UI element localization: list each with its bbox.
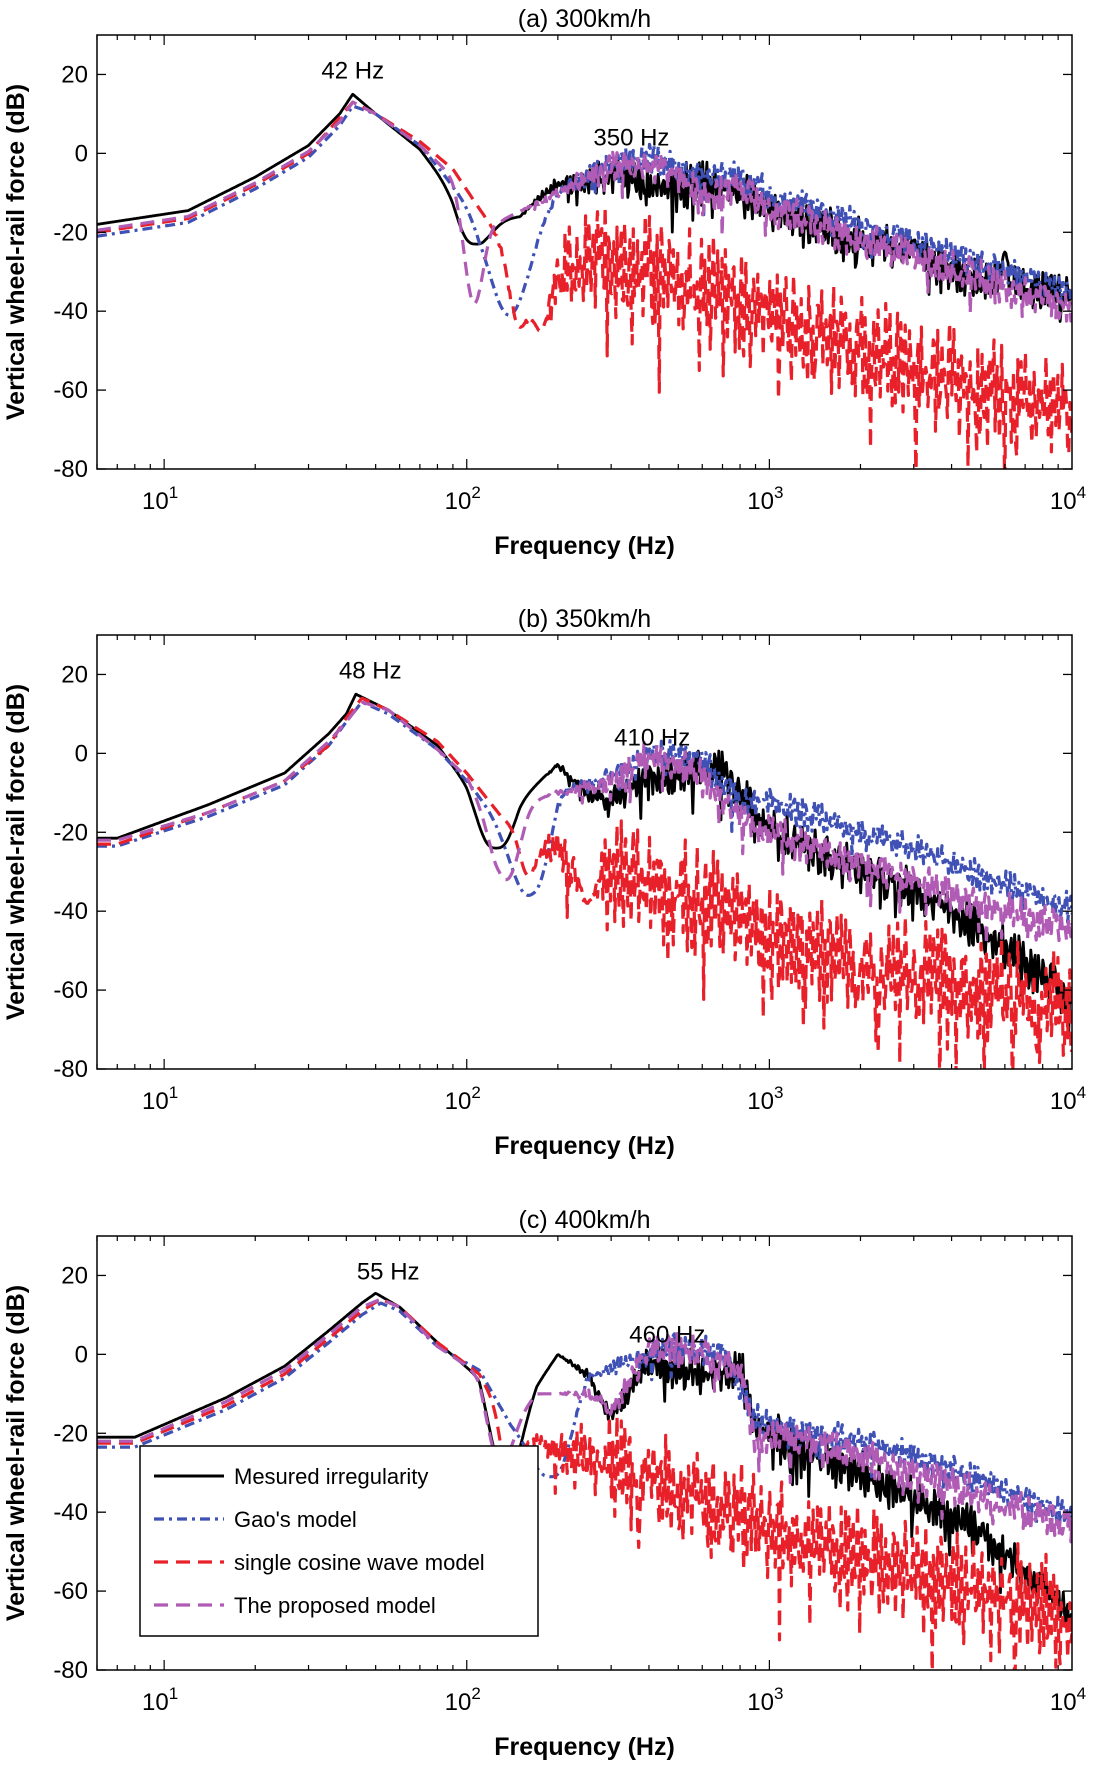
x-tick-label: 104 bbox=[1050, 483, 1086, 515]
y-tick-label: -80 bbox=[53, 1657, 88, 1684]
y-axis-label: Vertical wheel-rail force (dB) bbox=[2, 684, 30, 1020]
x-axis-label: Frequency (Hz) bbox=[494, 1733, 675, 1761]
x-axis-label: Frequency (Hz) bbox=[494, 532, 675, 560]
y-tick-label: 20 bbox=[61, 61, 88, 88]
y-tick-label: -40 bbox=[53, 1499, 88, 1526]
series-line-single-cosine-wave-model bbox=[97, 100, 1072, 469]
y-tick-label: 20 bbox=[61, 1262, 88, 1289]
x-tick-label: 101 bbox=[142, 1083, 178, 1115]
peak-annotation: 410 Hz bbox=[614, 724, 690, 751]
series-group bbox=[97, 1292, 1072, 1670]
series-line-single-cosine-wave-model bbox=[97, 1297, 1072, 1670]
y-tick-label: -80 bbox=[53, 456, 88, 483]
y-axis-label: Vertical wheel-rail force (dB) bbox=[2, 1285, 30, 1621]
y-tick-label: -60 bbox=[53, 377, 88, 404]
y-tick-label: 0 bbox=[75, 740, 88, 767]
peak-annotation: 48 Hz bbox=[339, 657, 402, 684]
series-line-mesured-irregularity bbox=[97, 1292, 1072, 1628]
y-tick-label: 0 bbox=[75, 1341, 88, 1368]
axes-frame bbox=[96, 1235, 1073, 1671]
axes-frame bbox=[96, 34, 1073, 470]
y-tick-label: -40 bbox=[53, 898, 88, 925]
x-axis-label: Frequency (Hz) bbox=[494, 1132, 675, 1160]
peak-annotation: 42 Hz bbox=[321, 57, 384, 84]
chart-title: (b) 350km/h bbox=[518, 605, 651, 633]
x-tick-label: 102 bbox=[445, 1684, 481, 1716]
plot-area bbox=[97, 635, 1072, 1069]
series-line-the-proposed-model bbox=[97, 700, 1072, 947]
chart-1: 20 0 -20 -40 -60 -80 101 102 103 104 (b) 350km/h Fr… bbox=[2, 605, 1086, 1160]
y-tick-label: -60 bbox=[53, 977, 88, 1004]
x-tick-label: 104 bbox=[1050, 1684, 1086, 1716]
chart-0: 20 0 -20 -40 -60 -80 101 102 103 104 (a) 300km/h Fr… bbox=[2, 5, 1086, 560]
y-tick-label: -80 bbox=[53, 1056, 88, 1083]
x-tick-label: 103 bbox=[747, 1083, 783, 1115]
x-tick-label: 103 bbox=[747, 483, 783, 515]
y-tick-label: -60 bbox=[53, 1578, 88, 1605]
series-line-gao-s-model bbox=[97, 104, 1072, 317]
series-line-mesured-irregularity bbox=[97, 692, 1072, 1033]
x-tick-label: 101 bbox=[142, 483, 178, 515]
x-tick-label: 102 bbox=[445, 483, 481, 515]
y-tick-label: -20 bbox=[53, 219, 88, 246]
y-tick-label: -20 bbox=[53, 1420, 88, 1447]
y-tick-label: 20 bbox=[61, 661, 88, 688]
chart-title: (a) 300km/h bbox=[518, 5, 651, 33]
x-tick-label: 104 bbox=[1050, 1083, 1086, 1115]
series-group bbox=[97, 692, 1072, 1069]
legend-entry-label: Mesured irregularity bbox=[234, 1464, 428, 1489]
series-line-the-proposed-model bbox=[97, 100, 1072, 323]
x-tick-label: 103 bbox=[747, 1684, 783, 1716]
legend-entry-label: single cosine wave model bbox=[234, 1550, 485, 1575]
chart-2: 20 0 -20 -40 -60 -80 101 102 103 104 (c) 400km/h Fr… bbox=[2, 1206, 1086, 1761]
x-tick-label: 102 bbox=[445, 1083, 481, 1115]
x-tick-label: 101 bbox=[142, 1684, 178, 1716]
y-tick-label: -20 bbox=[53, 819, 88, 846]
series-group bbox=[97, 92, 1072, 469]
series-line-single-cosine-wave-model bbox=[97, 696, 1072, 1069]
legend-entry-label: The proposed model bbox=[234, 1593, 436, 1618]
axes-frame bbox=[96, 634, 1073, 1070]
series-line-mesured-irregularity bbox=[97, 92, 1072, 323]
peak-annotation: 350 Hz bbox=[593, 124, 669, 151]
legend-entry-label: Gao's model bbox=[234, 1507, 357, 1532]
series-line-the-proposed-model bbox=[97, 1297, 1072, 1544]
y-tick-label: 0 bbox=[75, 140, 88, 167]
y-tick-label: -40 bbox=[53, 298, 88, 325]
chart-title: (c) 400km/h bbox=[519, 1206, 651, 1234]
peak-annotation: 460 Hz bbox=[629, 1322, 705, 1349]
y-axis-label: Vertical wheel-rail force (dB) bbox=[2, 84, 30, 420]
peak-annotation: 55 Hz bbox=[357, 1258, 420, 1285]
